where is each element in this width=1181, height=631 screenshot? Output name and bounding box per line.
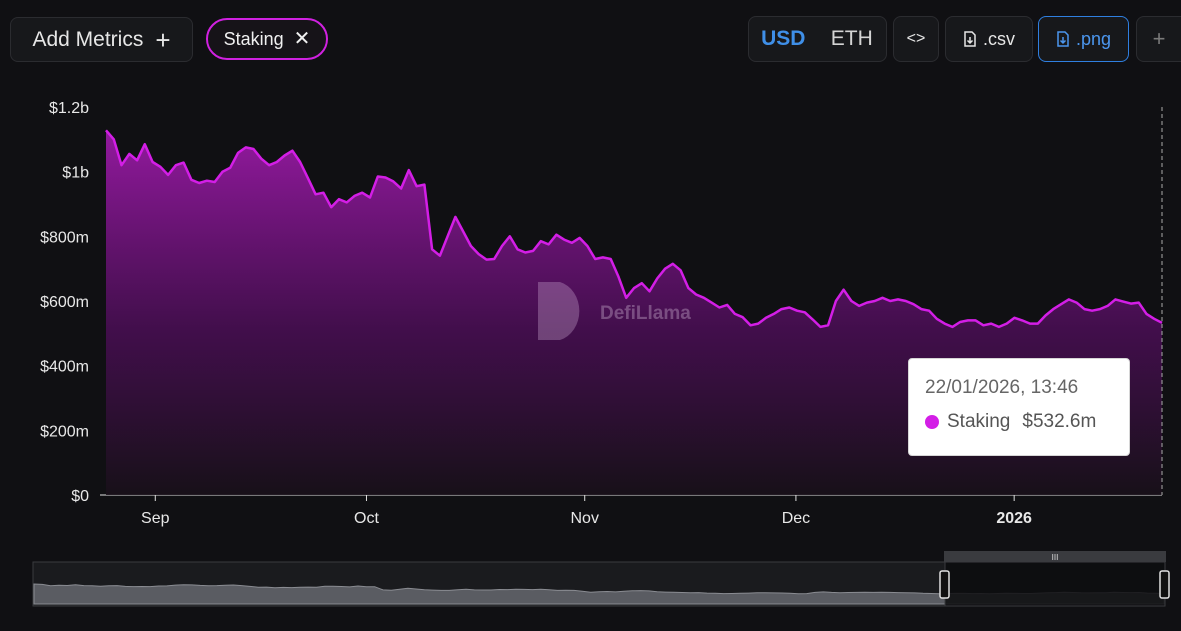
x-tick-label: Sep <box>141 510 170 527</box>
tooltip-value: $532.6m <box>1022 411 1097 432</box>
metric-chip-staking[interactable]: Staking ✕ <box>206 18 328 60</box>
embed-code-button[interactable]: <> <box>893 16 939 62</box>
chart-tooltip: 22/01/2026, 13:46 Staking $532.6m <box>908 358 1130 456</box>
tooltip-time: 22/01/2026, 13:46 <box>925 377 1079 398</box>
plus-icon: + <box>155 24 171 55</box>
x-tick-label: Nov <box>570 510 598 527</box>
brush-handle-left[interactable] <box>939 570 950 599</box>
currency-toggle-group: USD ETH <box>748 16 887 62</box>
download-file-icon <box>964 31 976 47</box>
x-tick-label: Oct <box>354 510 379 527</box>
y-axis: $0 $200m $400m $600m $800m $1b $1.2b <box>40 100 89 505</box>
more-label: + <box>1152 26 1166 51</box>
download-file-icon <box>1057 31 1069 47</box>
csv-label: .csv <box>982 28 1015 49</box>
x-axis: Sep Oct Nov Dec 2026 <box>100 494 1162 527</box>
metric-chip-label: Staking <box>223 28 284 49</box>
y-tick-label: $400m <box>40 359 89 376</box>
llama-logo-icon <box>538 282 580 340</box>
staking-line <box>105 129 1163 329</box>
png-label: .png <box>1075 28 1112 49</box>
x-tick-label: 2026 <box>996 510 1032 527</box>
y-tick-label: $0 <box>71 488 89 505</box>
range-brush[interactable]: III <box>32 551 1170 607</box>
y-tick-label: $1b <box>62 165 89 182</box>
y-tick-label: $600m <box>40 294 89 311</box>
code-icon: <> <box>906 30 926 47</box>
defillama-watermark: DefiLlama <box>538 282 691 340</box>
currency-usd-toggle[interactable]: USD <box>761 27 806 50</box>
y-tick-label: $200m <box>40 423 89 440</box>
brush-grip-icon: III <box>1052 553 1059 562</box>
currency-eth-toggle[interactable]: ETH <box>830 27 873 50</box>
tooltip-series: Staking <box>947 411 1011 432</box>
brush-selection-bar[interactable] <box>944 551 1166 562</box>
add-metrics-label: Add Metrics <box>32 27 144 51</box>
close-icon[interactable]: ✕ <box>293 28 311 50</box>
x-tick-label: Dec <box>782 510 810 527</box>
watermark-text: DefiLlama <box>600 303 691 324</box>
staking-area <box>106 130 1162 496</box>
y-tick-label: $800m <box>40 229 89 246</box>
add-metrics-button[interactable]: Add Metrics + <box>10 17 193 62</box>
brush-selection[interactable] <box>944 561 1166 607</box>
y-tick-label: $1.2b <box>49 100 89 117</box>
more-button[interactable]: + <box>1136 16 1181 62</box>
brush-handle-right[interactable] <box>1159 570 1170 599</box>
series-color-dot <box>925 415 939 429</box>
download-png-button[interactable]: .png <box>1038 16 1129 62</box>
download-csv-button[interactable]: .csv <box>945 16 1033 62</box>
